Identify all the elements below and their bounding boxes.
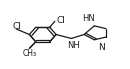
Text: Cl: Cl [57,16,66,25]
Text: HN: HN [82,14,95,23]
Text: NH: NH [67,41,80,50]
Text: Cl: Cl [12,22,21,31]
Text: CH₃: CH₃ [22,49,36,58]
Text: N: N [99,43,105,52]
